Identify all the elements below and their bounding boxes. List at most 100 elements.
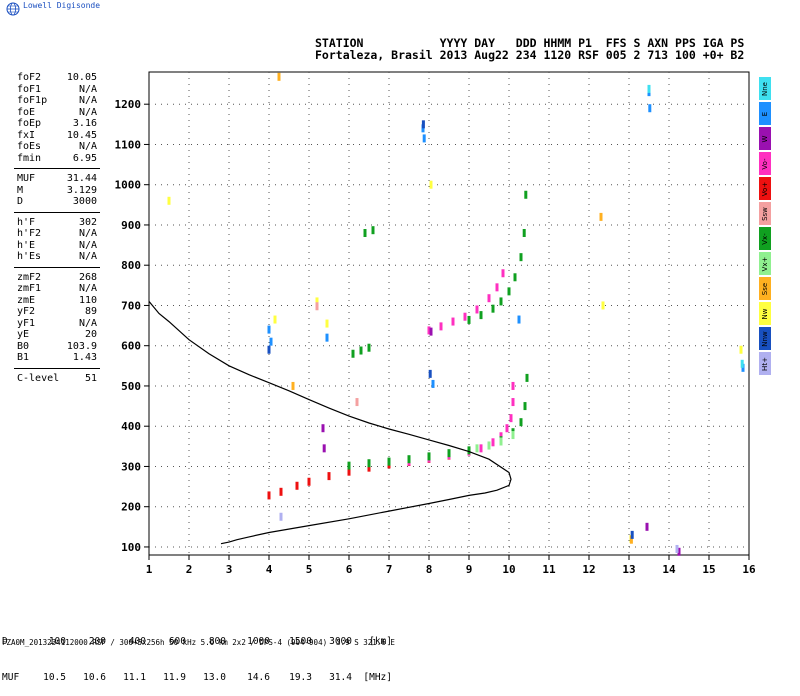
param-row: D 3000 [17, 196, 97, 208]
param-value: 302 [78, 216, 97, 228]
legend-label: Vo+ [761, 181, 769, 196]
param-row: yF2 89 [17, 306, 97, 318]
echo-point [325, 333, 329, 342]
legend-item: Sse [759, 277, 771, 300]
echo-point [475, 305, 479, 314]
param-row: h'E N/A [17, 240, 97, 252]
echo-point [315, 302, 319, 311]
param-value: 1.43 [72, 352, 97, 363]
param-name: foEs [17, 141, 42, 152]
distance-value: 3000 [329, 636, 352, 647]
param-name: M [17, 184, 24, 196]
echo-point [429, 180, 433, 189]
muf-value: 14.6 [247, 672, 270, 683]
muf-row: MUF 10.5 10.6 11.1 11.9 13.0 14.6 19.3 31.4 [MH… [2, 672, 392, 684]
legend-item: Vo- [759, 152, 771, 175]
echo-point [267, 345, 271, 354]
param-row: foF2 10.05 [17, 72, 97, 84]
param-value: 20 [84, 329, 97, 340]
echo-point [519, 418, 523, 427]
echo-point [387, 457, 391, 466]
echo-point [351, 349, 355, 358]
legend-label: W [761, 135, 769, 142]
echo-point [267, 491, 271, 500]
echo-point [291, 381, 295, 390]
echo-point [475, 444, 479, 453]
echo-point [325, 319, 329, 328]
distance-value: 200 [88, 636, 106, 647]
muf-value: 10.6 [83, 672, 106, 683]
echo-point [487, 441, 491, 450]
legend-item: Nw [759, 302, 771, 325]
param-name: MUF [17, 173, 36, 184]
echo-point [428, 369, 432, 378]
series-e [267, 88, 745, 388]
param-value: N/A [78, 239, 97, 251]
echo-point [645, 522, 649, 531]
series-nw [167, 180, 743, 543]
echo-point [429, 327, 433, 336]
legend-label: Nnw [761, 330, 769, 347]
echo-point [479, 311, 483, 320]
distance-value: 600 [168, 636, 186, 647]
param-name: fxI [17, 129, 36, 141]
plot-frame [148, 71, 750, 556]
echo-point [307, 477, 311, 486]
legend-label: Ssw [761, 206, 769, 221]
parameters-panel: foF2 10.05 foF1 N/A foF1p N/A foE N/A foEp 3.16 fx… [14, 72, 100, 384]
echo-point [630, 530, 634, 539]
muf-value: 10.5 [43, 672, 66, 683]
param-row: fxI 10.45 [17, 130, 97, 142]
echo-point [277, 72, 281, 81]
echo-point [427, 326, 431, 335]
legend-label: Nne [761, 81, 769, 96]
param-name: B1 [17, 352, 30, 363]
echo-point [519, 253, 523, 262]
echo-point [487, 294, 491, 303]
ionogram-chart: 1 2 3 4 5 6 7 8 9 10 11 12 13 14 15 1610020030040050060… [115, 71, 756, 576]
param-name: foF1p [17, 95, 48, 106]
echo-point [739, 345, 743, 354]
param-value: N/A [78, 106, 97, 118]
echo-point [677, 547, 681, 556]
y-tick-label: 500 [121, 380, 141, 393]
param-value: 31.44 [66, 173, 97, 184]
param-separator [14, 211, 100, 213]
echo-point [427, 452, 431, 461]
echo-point [347, 461, 351, 470]
echo-point [511, 431, 515, 440]
echo-point [467, 315, 471, 324]
muf-unit: [MHz] [363, 672, 392, 683]
echo-point [499, 432, 503, 441]
distance-unit: [km] [369, 636, 392, 647]
distance-row: D 100 200 400 600 800 1000 1500 3000 [km] [2, 636, 392, 648]
series-vo- [407, 269, 515, 466]
legend-label: Nw [761, 308, 769, 319]
param-row: foEp 3.16 [17, 118, 97, 130]
echo-point [741, 363, 745, 372]
y-tick-label: 800 [121, 259, 141, 272]
distance-value: 1000 [247, 636, 270, 647]
legend-label: Vo- [761, 157, 769, 170]
echo-point [451, 317, 455, 326]
param-name: yF1 [17, 317, 36, 329]
echo-point [439, 322, 443, 331]
param-row: foEs N/A [17, 141, 97, 153]
series-vx- [475, 431, 515, 453]
param-name: zmE [17, 294, 36, 306]
series-vo- [267, 447, 471, 500]
header-values-line: Fortaleza, Brasil 2013 Aug22 234 1120 RS… [315, 48, 745, 62]
param-row: zmF2 268 [17, 272, 97, 284]
series-sse [277, 72, 633, 544]
param-name: D [17, 196, 24, 207]
param-value: N/A [78, 228, 97, 239]
param-row: B0 103.9 [17, 341, 97, 353]
echo-point [431, 379, 435, 388]
echo-point [295, 481, 299, 490]
echo-point [675, 544, 679, 553]
legend-label: Vx- [761, 232, 769, 245]
param-separator [14, 266, 100, 268]
param-name: h'E [17, 239, 36, 251]
x-tick-label: 3 [226, 563, 233, 576]
param-value: N/A [78, 317, 97, 329]
